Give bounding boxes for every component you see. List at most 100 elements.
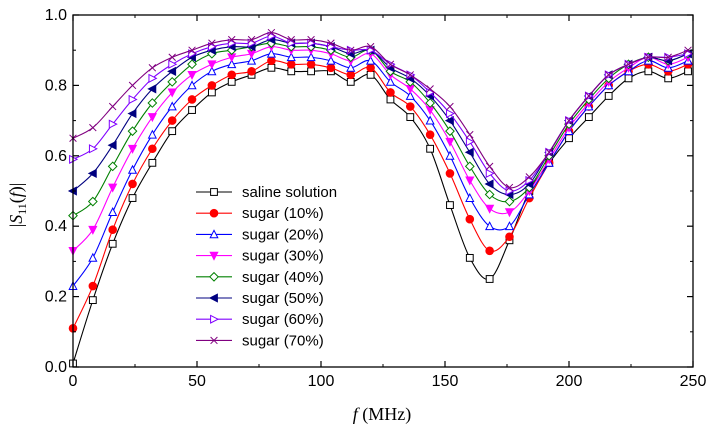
data-point [208,39,216,47]
legend-item: sugar (60%) [196,311,324,328]
data-point [187,59,197,70]
data-point [127,144,138,154]
data-point [464,147,474,157]
y-tick-label: 0.6 [45,148,67,165]
series-5 [67,35,692,200]
series-layer [67,28,694,368]
data-point [446,102,454,111]
data-point [108,225,117,235]
data-point [128,81,137,90]
legend-label: sugar (50%) [242,290,324,307]
data-point [445,150,455,160]
data-point [445,126,455,137]
data-point [584,113,593,121]
x-tick-label: 50 [188,373,206,390]
data-point [89,123,97,132]
data-point [445,137,455,147]
y-axis-title: |S11(f)| [6,183,29,228]
data-point [644,67,653,76]
data-point [108,102,117,111]
data-point [128,194,137,202]
data-point [405,90,415,100]
data-point [644,53,653,61]
series-7 [69,28,692,192]
data-point [227,77,236,86]
legend-label: sugar (30%) [242,248,324,265]
x-tick-label: 100 [308,373,335,390]
data-point [684,67,692,76]
data-point [485,221,495,231]
data-point [485,246,494,256]
data-point [465,253,474,262]
y-tick-label: 0.8 [45,77,67,94]
data-point [147,129,157,139]
data-point [444,115,454,126]
data-point [525,173,534,181]
data-point [505,183,514,192]
data-point [168,53,176,61]
legend-label: sugar (10%) [242,205,324,222]
data-point [306,52,316,62]
data-point [365,55,376,65]
data-point [286,52,296,62]
legend-marker [209,251,219,261]
legend-item: saline solution [196,184,337,201]
data-point [504,208,515,218]
data-point [565,116,573,125]
data-point [108,207,118,217]
legend-marker [210,188,218,196]
data-point [445,169,455,178]
data-point [425,115,435,125]
data-point [505,232,514,242]
legend-marker [209,271,219,282]
data-point [326,63,336,73]
legend-item: sugar (40%) [196,269,324,286]
data-point [188,106,196,114]
data-point [187,80,197,90]
data-point [327,39,335,47]
data-point [187,70,197,80]
data-point [147,113,157,123]
data-point [346,62,356,72]
data-point [446,108,456,119]
series-0 [69,63,692,368]
data-point [624,60,633,69]
data-point [127,164,138,174]
y-tick-label: 1.0 [45,7,67,24]
data-point [464,161,475,172]
data-point [188,46,196,54]
data-point [306,59,316,69]
legend: saline solution sugar (10%) sugar (20%) sug… [196,184,337,349]
data-point [167,66,177,76]
y-tick-label: 0.0 [45,359,67,376]
data-point [485,275,494,283]
data-point [366,70,375,79]
data-point [227,59,237,69]
data-point [148,158,157,167]
data-point [147,98,158,108]
legend-label: sugar (20%) [242,226,324,243]
legend-marker [208,293,218,303]
data-point [624,74,633,83]
data-point [108,183,118,193]
x-tick-label: 250 [680,373,707,390]
data-point [286,59,296,69]
data-point [88,252,98,262]
data-point [485,168,495,179]
data-point [88,296,97,305]
data-point [604,92,613,100]
data-point [88,144,98,154]
data-point [287,67,296,76]
legend-marker [210,314,220,324]
data-point [504,221,515,231]
data-point [604,71,613,79]
legend-label: sugar (70%) [242,332,324,349]
data-point [465,192,475,202]
data-point [485,162,494,171]
data-point [167,116,177,125]
data-point [148,144,157,154]
legend-label: saline solution [242,184,337,201]
data-point [87,196,98,207]
data-point [585,92,593,100]
data-point [466,130,474,139]
